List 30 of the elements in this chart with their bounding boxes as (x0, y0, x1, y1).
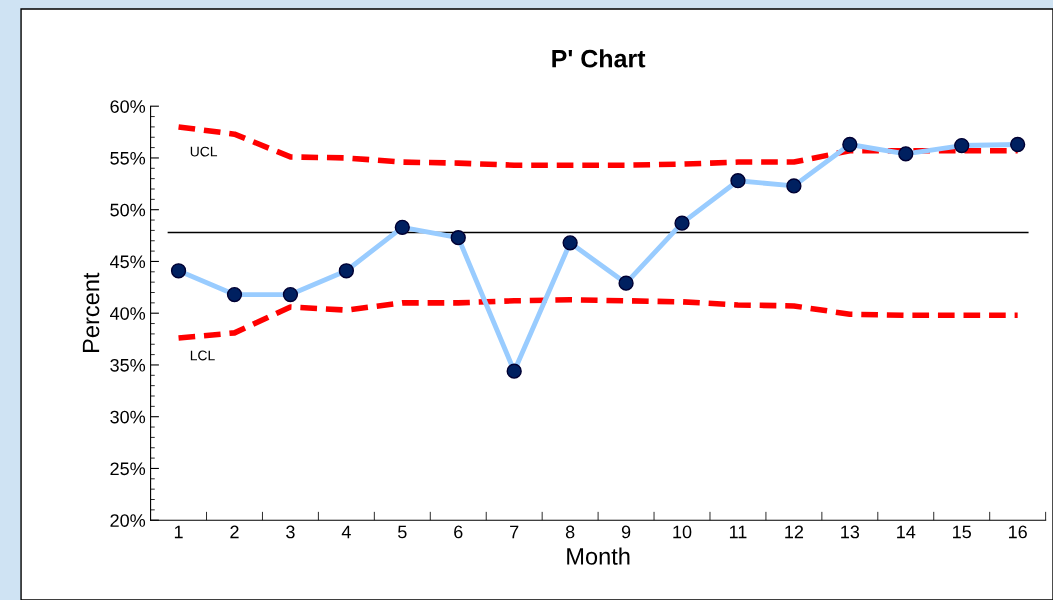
y-tick-label: 40% (110, 307, 146, 320)
x-tick-label: 15 (953, 525, 971, 539)
x-tick-label: 14 (897, 525, 916, 539)
y-tick-label: 25% (110, 462, 146, 476)
x-tick-label: 8 (565, 525, 575, 539)
x-tick-label: 12 (785, 525, 804, 539)
x-tick-label: 3 (286, 525, 295, 539)
series-label: UCL (190, 146, 218, 157)
x-tick-label: 2 (230, 525, 239, 539)
y-tick-label: 35% (110, 358, 146, 372)
y-tick-label: 20% (110, 514, 146, 527)
y-tick-label: 45% (110, 255, 146, 269)
y-axis-title: Percent (82, 272, 100, 352)
x-tick-label: 13 (841, 525, 860, 539)
x-tick-label: 9 (621, 525, 631, 539)
x-tick-label: 5 (398, 525, 407, 539)
y-tick-label: 60% (110, 100, 146, 113)
x-axis-title: Month (567, 547, 630, 565)
x-tick-label: 4 (341, 525, 351, 539)
x-tick-label: 6 (454, 525, 463, 539)
x-tick-label: 7 (510, 525, 519, 539)
series-label: LCL (190, 350, 215, 361)
x-tick-label: 11 (729, 525, 747, 539)
y-tick-label: 30% (110, 410, 146, 424)
x-tick-label: 16 (1008, 525, 1027, 539)
x-tick-label: 10 (673, 525, 692, 539)
y-tick-label: 55% (110, 151, 146, 165)
y-tick-label: 50% (110, 203, 146, 217)
x-tick-label: 1 (174, 525, 183, 539)
chart-title: P' Chart (552, 49, 646, 68)
